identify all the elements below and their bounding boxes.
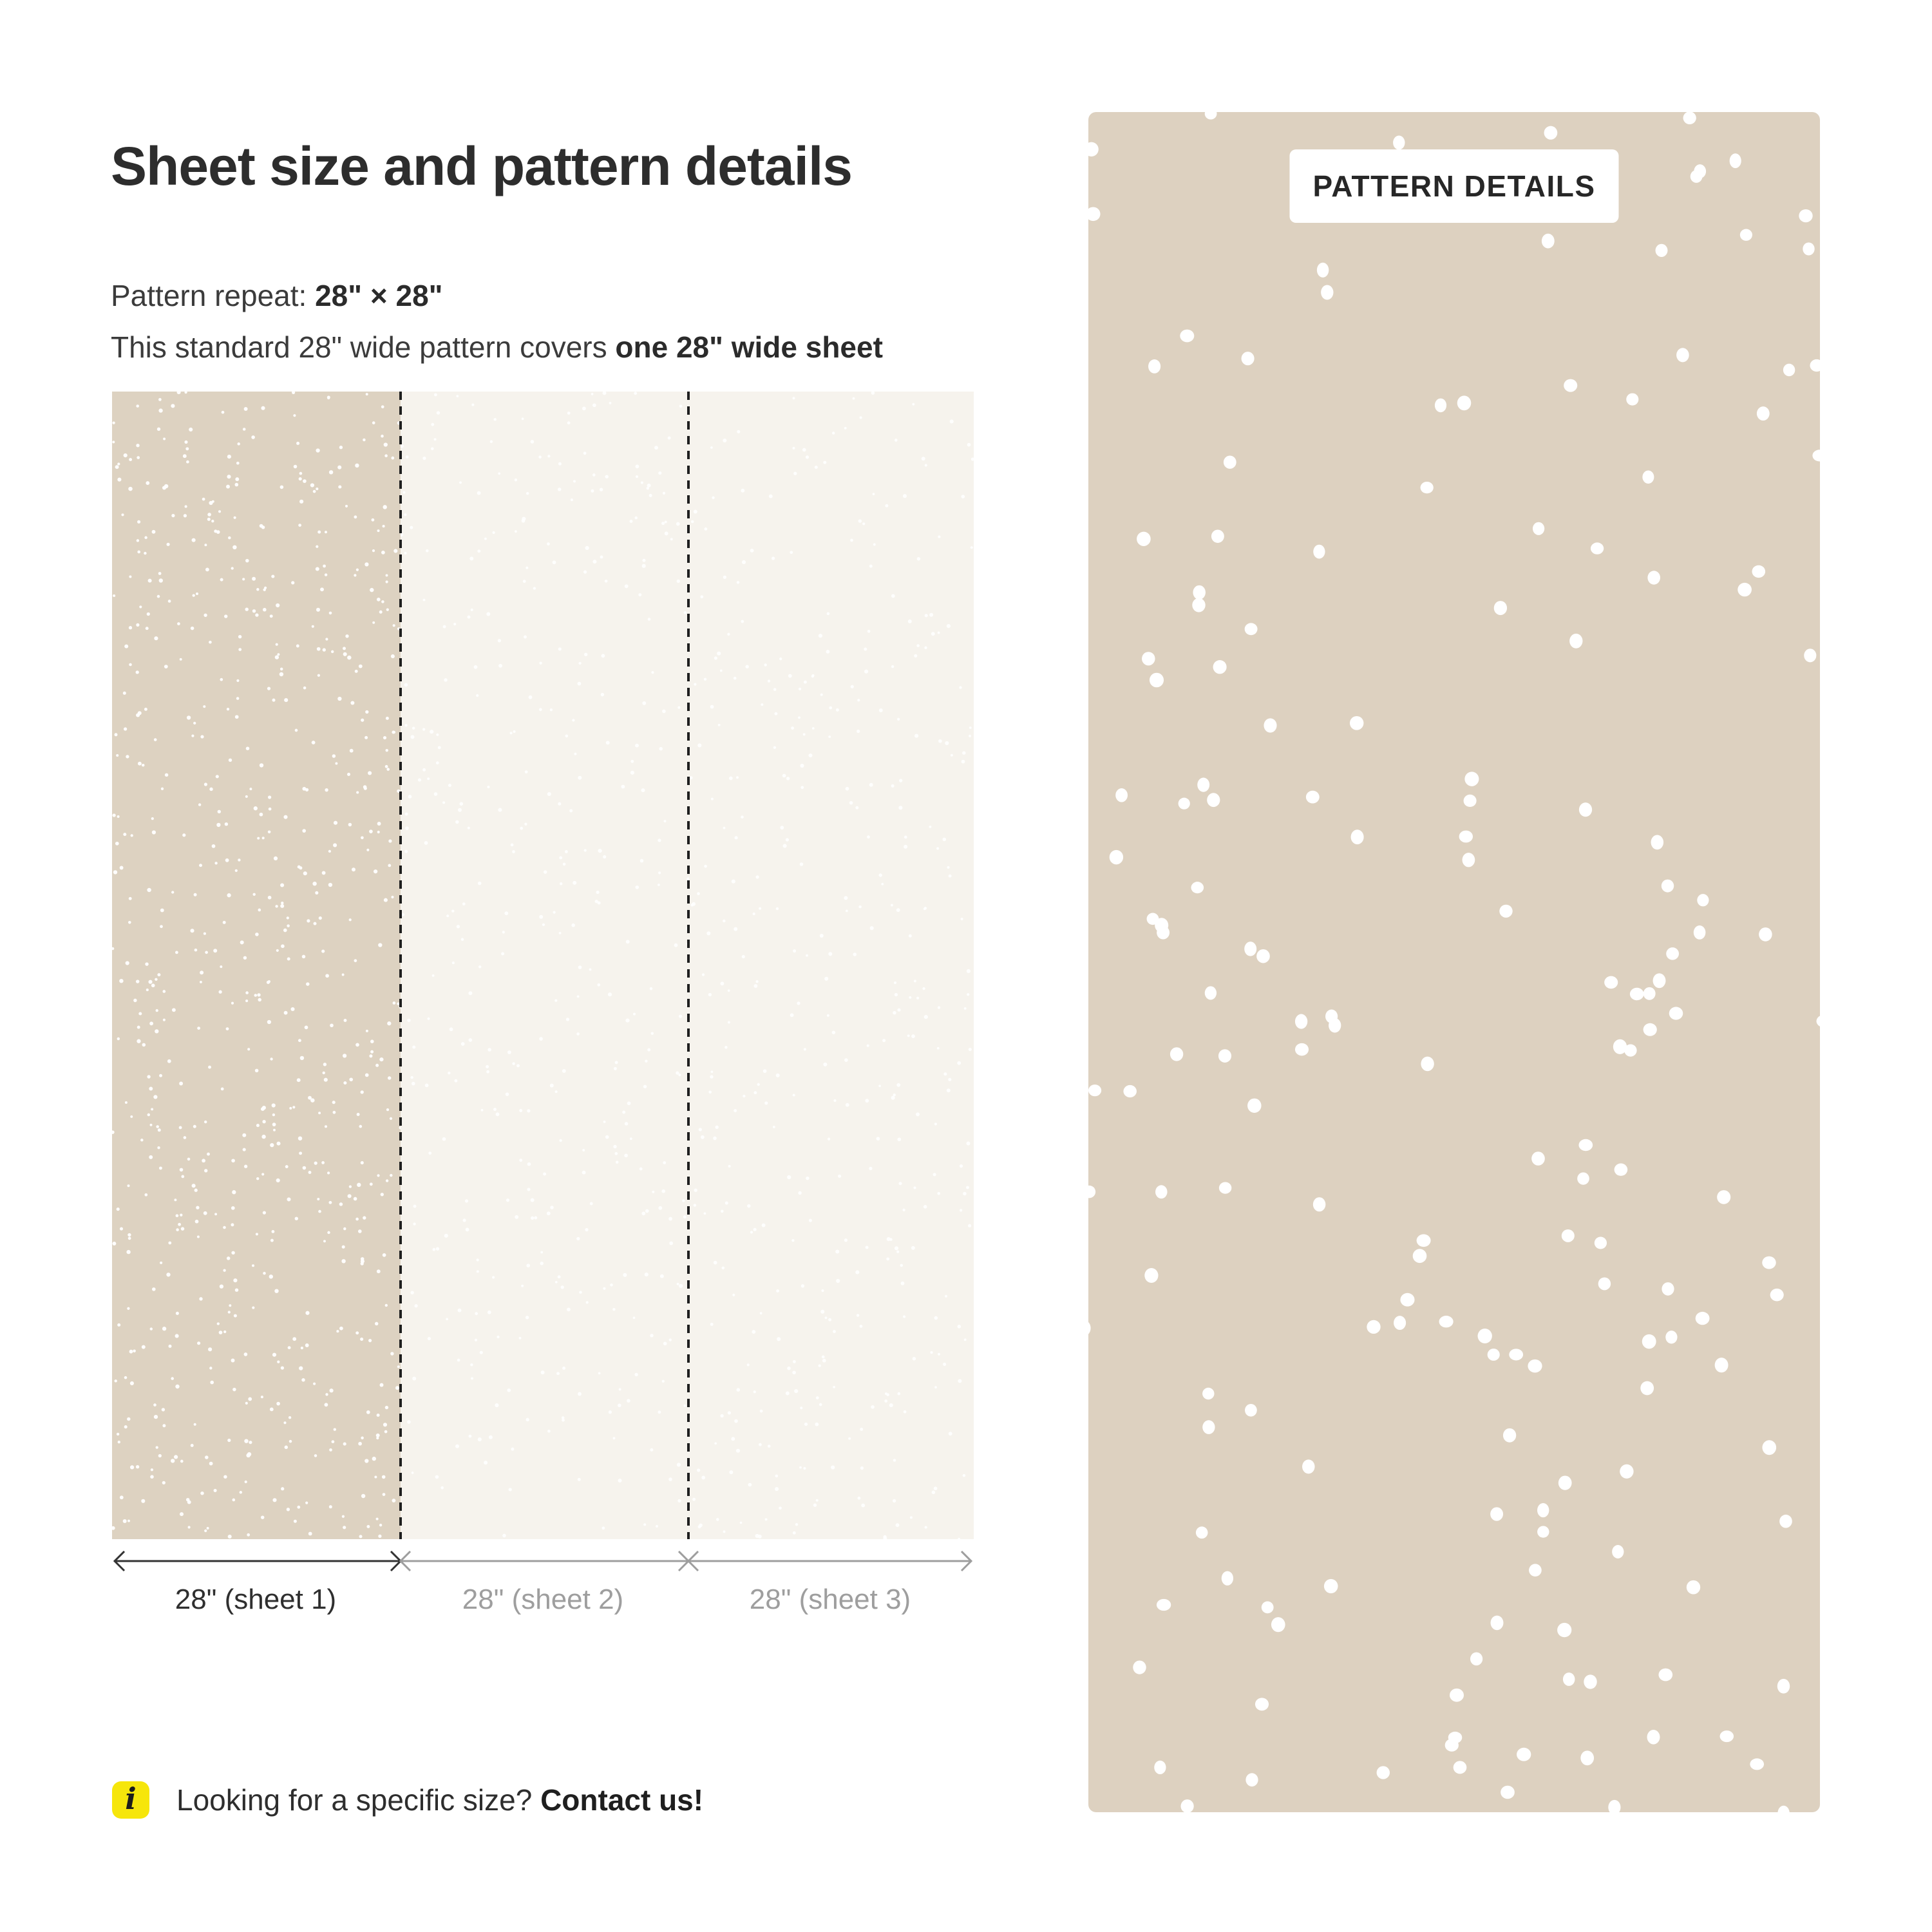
pattern-repeat-label: Pattern repeat: xyxy=(111,279,316,312)
sheet-1-pattern xyxy=(112,392,401,1539)
pattern-preview-panel: PATTERN DETAILS xyxy=(1088,112,1820,1812)
pattern-dots xyxy=(1088,112,1820,1812)
sheet-2-swatch xyxy=(401,392,689,1539)
size-info-row: i Looking for a specific size? Contact u… xyxy=(112,1781,703,1819)
info-question: Looking for a specific size? xyxy=(176,1783,541,1817)
sheet-2-extent-label: 28" (sheet 2) xyxy=(462,1584,624,1615)
pattern-repeat-value: 28" × 28" xyxy=(315,279,443,312)
sheet-width-ruler xyxy=(113,1551,973,1572)
sheet-3-pattern xyxy=(689,392,974,1539)
coverage-text: This standard 28" wide pattern covers xyxy=(111,330,616,364)
page-title: Sheet size and pattern details xyxy=(111,136,853,197)
sheet-1-extent-label: 28" (sheet 1) xyxy=(175,1584,337,1615)
sheet-2-pattern xyxy=(401,392,689,1538)
pattern-details-badge: PATTERN DETAILS xyxy=(1289,149,1619,223)
info-text: Looking for a specific size? Contact us! xyxy=(176,1783,703,1817)
sheet-3-extent-label: 28" (sheet 3) xyxy=(749,1584,911,1615)
coverage-line: This standard 28" wide pattern covers on… xyxy=(111,327,883,367)
coverage-bold: one 28" wide sheet xyxy=(615,330,883,364)
sheet-1-swatch xyxy=(112,392,401,1539)
pattern-repeat-line: Pattern repeat: 28" × 28" xyxy=(111,276,442,316)
ruler-labels: 28" (sheet 1) 28" (sheet 2) 28" (sheet 3… xyxy=(112,1582,974,1618)
sheet-3-swatch xyxy=(689,392,974,1539)
sheet-divider-1 xyxy=(399,392,402,1539)
contact-us-link[interactable]: Contact us! xyxy=(540,1783,704,1817)
sheet-diagram xyxy=(112,392,974,1539)
info-icon: i xyxy=(112,1781,149,1819)
sheet-divider-2 xyxy=(687,392,690,1539)
